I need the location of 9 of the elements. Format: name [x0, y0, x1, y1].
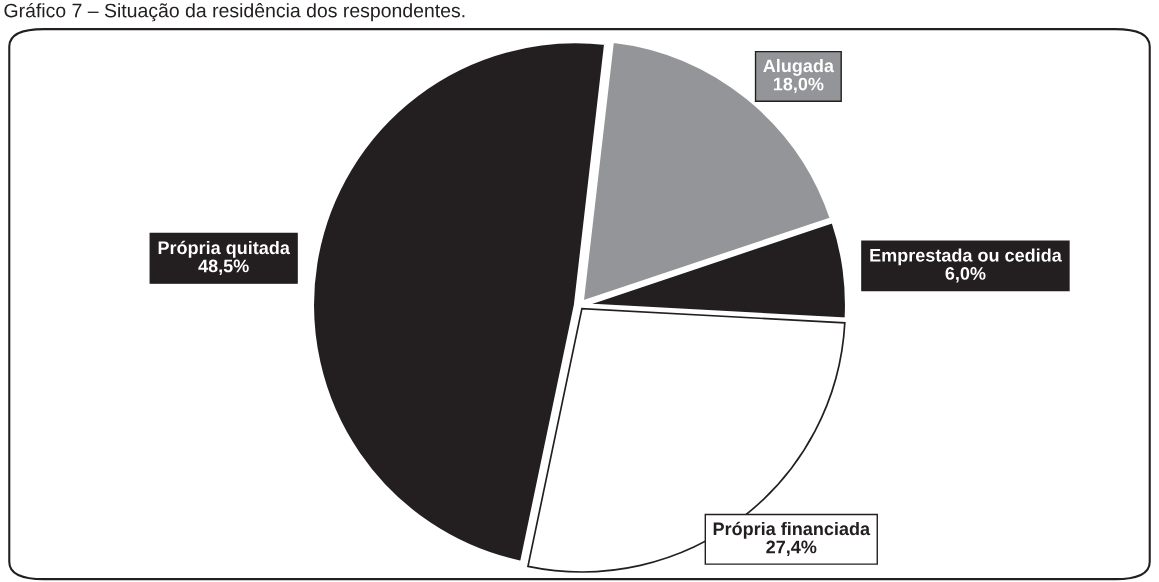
data-label: 18,0% — [773, 77, 824, 94]
data-label: 6,0% — [945, 267, 986, 283]
slice-label: Própria financiada — [713, 521, 871, 539]
data-label: 48,5% — [198, 259, 249, 275]
slice-label: Emprestada ou cedida — [870, 248, 1062, 266]
slice-label: Própria quitada — [158, 240, 291, 258]
data-label: 27,4% — [766, 540, 817, 556]
slice-label: Alugada — [763, 58, 835, 76]
chart-title: Gráfico 7 – Situação da residência dos respondentes. — [4, 2, 465, 22]
